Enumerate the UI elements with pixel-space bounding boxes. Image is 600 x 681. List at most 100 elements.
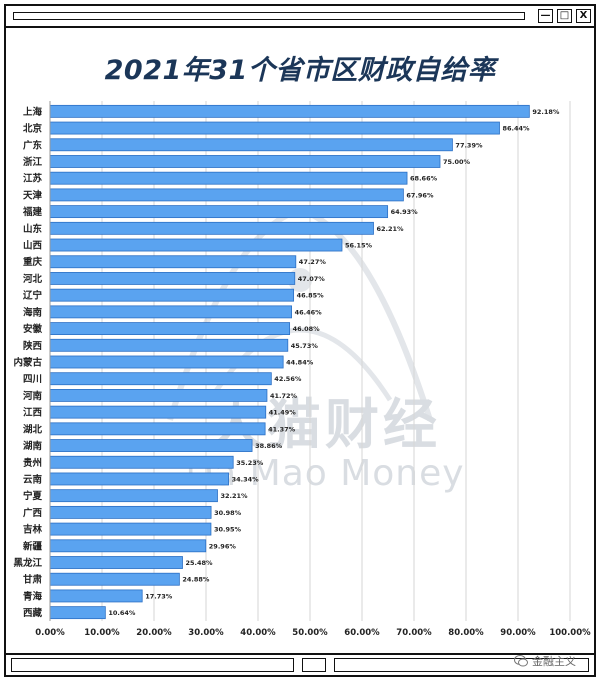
data-label: 32.21% — [220, 492, 248, 500]
data-label: 46.08% — [293, 325, 321, 333]
bar — [49, 422, 266, 436]
bar — [49, 572, 180, 586]
category-label: 贵州 — [23, 457, 42, 469]
category-label: 浙江 — [23, 156, 43, 168]
x-tick-label: 60.00% — [344, 628, 380, 638]
bar — [49, 322, 291, 335]
bar — [49, 455, 234, 469]
category-label: 云南 — [23, 473, 43, 485]
data-label: 30.98% — [214, 509, 242, 517]
bar — [49, 405, 267, 419]
data-label: 25.48% — [185, 559, 213, 567]
bottombar-middle-segment — [302, 658, 326, 672]
category-label: 安徽 — [23, 323, 43, 335]
bar — [49, 372, 272, 386]
bar — [49, 305, 292, 319]
window-titlebar: — □ X — [6, 6, 594, 28]
data-label: 77.39% — [455, 141, 483, 149]
data-label: 41.49% — [269, 409, 297, 417]
bar — [49, 121, 500, 135]
bar — [49, 389, 268, 402]
data-label: 10.64% — [108, 609, 136, 617]
data-label: 75.00% — [443, 158, 471, 166]
category-label: 四川 — [23, 374, 42, 385]
bar — [49, 556, 183, 569]
category-label: 北京 — [23, 123, 43, 135]
bar — [49, 238, 343, 252]
bar — [49, 155, 441, 168]
bar — [49, 171, 408, 185]
category-label: 河南 — [23, 390, 43, 402]
data-label: 35.23% — [236, 459, 264, 467]
data-label: 92.18% — [532, 108, 560, 116]
bar — [49, 221, 374, 235]
category-label: 吉林 — [23, 524, 43, 536]
bar — [49, 272, 296, 285]
category-label: 宁夏 — [23, 490, 43, 502]
bottombar-right-segment — [334, 658, 589, 672]
data-label: 68.66% — [410, 175, 438, 183]
x-tick-label: 10.00% — [84, 628, 120, 638]
credit: 金融主义 — [514, 653, 576, 669]
category-label: 广东 — [23, 139, 43, 151]
category-label: 海南 — [23, 306, 43, 318]
bar — [49, 188, 404, 202]
data-label: 34.34% — [232, 475, 260, 483]
data-label: 56.15% — [345, 242, 373, 250]
chart-title: 2021年31个省市区财政自给率 — [104, 55, 496, 86]
bar — [49, 338, 289, 352]
category-label: 河北 — [23, 273, 43, 285]
category-label: 上海 — [23, 106, 43, 118]
data-label: 67.96% — [406, 191, 434, 199]
x-tick-label: 70.00% — [396, 628, 432, 638]
bar — [49, 104, 530, 118]
bar — [49, 589, 143, 603]
category-label: 甘肃 — [23, 574, 43, 586]
data-label: 64.93% — [391, 208, 419, 216]
credit-text: 金融主义 — [532, 655, 576, 668]
category-label: 广西 — [23, 507, 43, 519]
maximize-icon[interactable]: □ — [557, 9, 572, 23]
category-label: 湖南 — [23, 440, 43, 452]
bottombar-left-segment — [11, 658, 294, 672]
minimize-icon[interactable]: — — [538, 9, 553, 23]
category-label: 内蒙古 — [13, 357, 42, 369]
category-label: 重庆 — [23, 256, 43, 268]
data-label: 44.84% — [286, 359, 314, 367]
x-tick-label: 0.00% — [35, 628, 65, 638]
bar — [49, 355, 284, 369]
data-label: 38.86% — [255, 442, 283, 450]
x-tick-label: 40.00% — [240, 628, 276, 638]
data-label: 46.85% — [297, 292, 325, 300]
data-label: 30.95% — [214, 526, 242, 534]
bar — [49, 472, 229, 486]
x-tick-label: 50.00% — [292, 628, 328, 638]
x-tick-label: 90.00% — [500, 628, 536, 638]
category-label: 黑龙江 — [13, 557, 42, 569]
data-label: 24.88% — [182, 576, 210, 584]
bar — [49, 489, 218, 503]
category-label: 江苏 — [23, 173, 43, 185]
bar — [49, 138, 453, 152]
category-label: 福建 — [22, 206, 43, 218]
category-label: 江西 — [23, 407, 43, 419]
data-label: 62.21% — [376, 225, 404, 233]
data-label: 47.27% — [299, 258, 327, 266]
category-label: 西藏 — [23, 607, 43, 619]
x-tick-label: 80.00% — [448, 628, 484, 638]
bar — [49, 606, 106, 620]
bar — [49, 539, 207, 553]
x-tick-label: 20.00% — [136, 628, 172, 638]
x-tick-label: 100.00% — [549, 628, 591, 638]
data-label: 86.44% — [502, 125, 530, 133]
window-bottombar — [6, 653, 594, 675]
x-tick-label: 30.00% — [188, 628, 224, 638]
data-label: 45.73% — [291, 342, 319, 350]
bar — [49, 439, 253, 452]
data-label: 42.56% — [274, 375, 302, 383]
category-label: 湖北 — [23, 423, 43, 435]
titlebar-bar — [13, 12, 525, 20]
close-icon[interactable]: X — [576, 9, 591, 23]
category-label: 陕西 — [23, 340, 43, 352]
